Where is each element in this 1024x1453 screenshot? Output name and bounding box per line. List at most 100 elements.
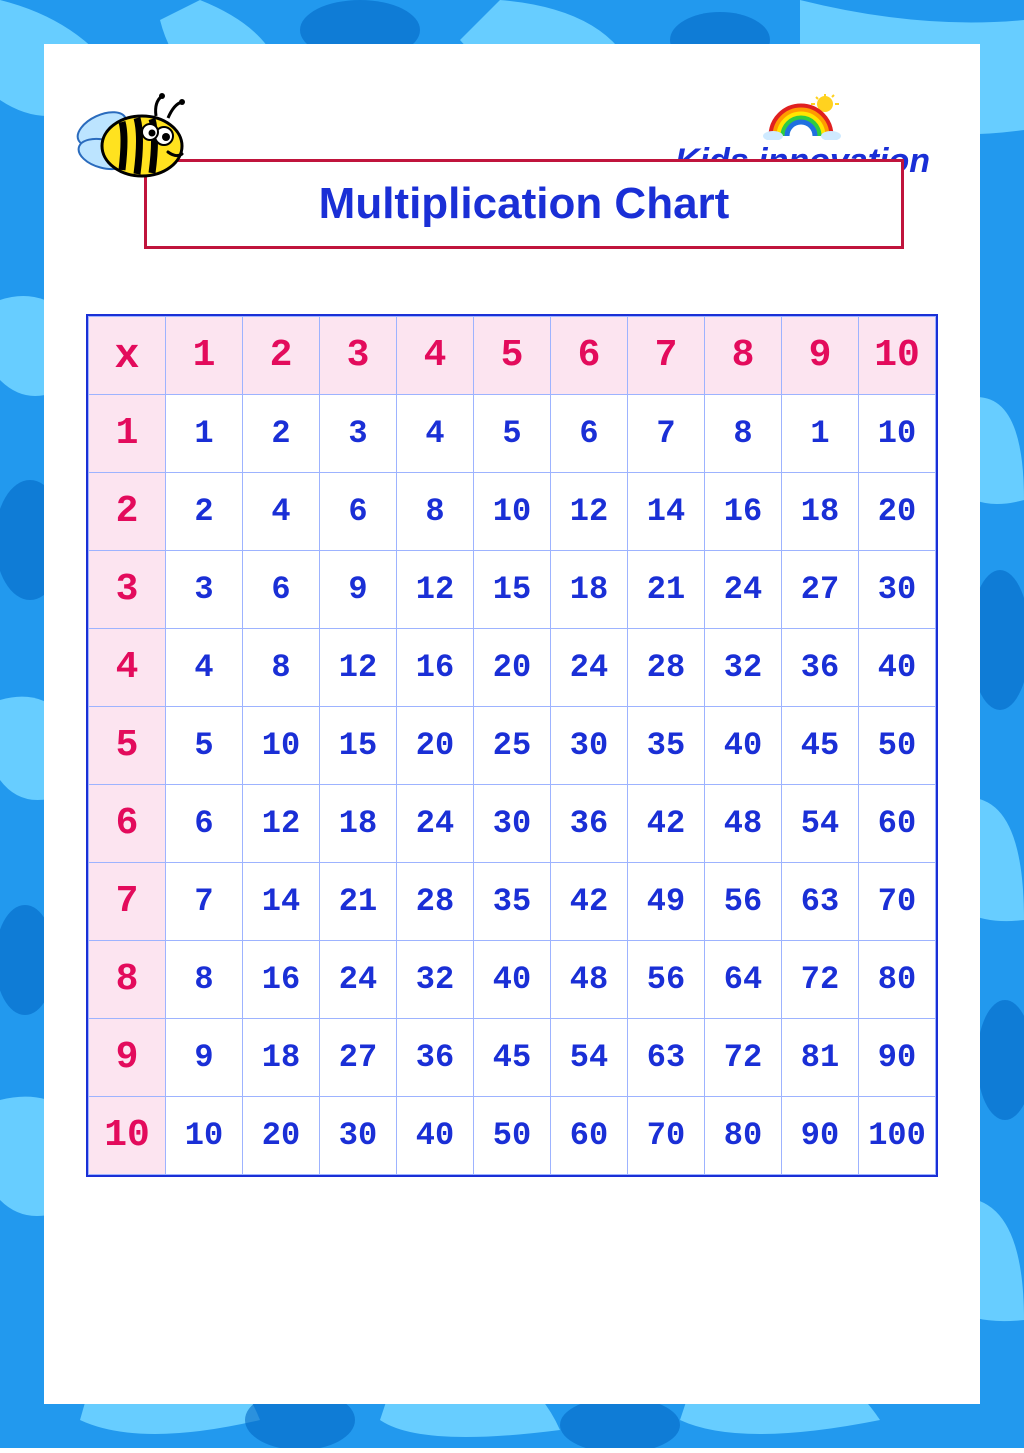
page-title: Multiplication Chart (319, 179, 730, 229)
table-cell: 6 (166, 785, 243, 863)
rainbow-icon (763, 94, 843, 140)
table-cell: 1 (166, 395, 243, 473)
table-cell: 63 (628, 1019, 705, 1097)
table-header-cell: 3 (89, 551, 166, 629)
table-header-cell: 6 (551, 317, 628, 395)
table-cell: 90 (859, 1019, 936, 1097)
table-row: 55101520253035404550 (89, 707, 936, 785)
table-header-cell: 7 (89, 863, 166, 941)
table-cell: 14 (628, 473, 705, 551)
table-cell: 63 (782, 863, 859, 941)
table-cell: 21 (628, 551, 705, 629)
table-cell: 21 (320, 863, 397, 941)
table-row: 10102030405060708090100 (89, 1097, 936, 1175)
table-cell: 20 (243, 1097, 320, 1175)
table-cell: 81 (782, 1019, 859, 1097)
table-row: 66121824303642485460 (89, 785, 936, 863)
table-cell: 30 (320, 1097, 397, 1175)
table-cell: 60 (859, 785, 936, 863)
table-cell: 54 (782, 785, 859, 863)
table-cell: 2 (166, 473, 243, 551)
table-cell: 10 (166, 1097, 243, 1175)
table-cell: 10 (859, 395, 936, 473)
table-header-cell: 1 (89, 395, 166, 473)
table-cell: 18 (782, 473, 859, 551)
table-header-cell: 4 (89, 629, 166, 707)
table-header-cell: 9 (89, 1019, 166, 1097)
table-header-cell: 1 (166, 317, 243, 395)
table-cell: 12 (551, 473, 628, 551)
table-cell: 4 (166, 629, 243, 707)
table-cell: 56 (628, 941, 705, 1019)
table-cell: 25 (474, 707, 551, 785)
table-cell: 32 (397, 941, 474, 1019)
table-cell: 36 (397, 1019, 474, 1097)
table-cell: 20 (859, 473, 936, 551)
table-cell: 2 (243, 395, 320, 473)
table-row: 4481216202428323640 (89, 629, 936, 707)
table-cell: 28 (628, 629, 705, 707)
table-cell: 20 (474, 629, 551, 707)
table-cell: 28 (397, 863, 474, 941)
title-box: Multiplication Chart (144, 159, 904, 249)
table-cell: 36 (782, 629, 859, 707)
table-cell: 80 (705, 1097, 782, 1175)
table-cell: 80 (859, 941, 936, 1019)
table-cell: 18 (243, 1019, 320, 1097)
multiplication-table: x123456789101123456781102246810121416182… (88, 316, 936, 1175)
table-cell: 16 (397, 629, 474, 707)
table-cell: 50 (859, 707, 936, 785)
table-cell: 9 (320, 551, 397, 629)
table-header-cell: 5 (89, 707, 166, 785)
table-cell: 8 (166, 941, 243, 1019)
table-cell: 56 (705, 863, 782, 941)
table-cell: 45 (782, 707, 859, 785)
table-cell: 30 (474, 785, 551, 863)
table-cell: 9 (166, 1019, 243, 1097)
table-cell: 24 (551, 629, 628, 707)
table-cell: 7 (166, 863, 243, 941)
table-cell: 3 (320, 395, 397, 473)
table-cell: 30 (859, 551, 936, 629)
page-card: Kids innovation Multiplication Chart x12… (44, 44, 980, 1404)
table-cell: 48 (705, 785, 782, 863)
table-cell: 10 (243, 707, 320, 785)
table-cell: 72 (705, 1019, 782, 1097)
table-cell: 8 (243, 629, 320, 707)
table-row: 336912151821242730 (89, 551, 936, 629)
table-header-cell: 6 (89, 785, 166, 863)
table-cell: 6 (320, 473, 397, 551)
table-cell: 40 (397, 1097, 474, 1175)
table-cell: 16 (705, 473, 782, 551)
table-cell: 54 (551, 1019, 628, 1097)
table-cell: 70 (628, 1097, 705, 1175)
table-header-cell: 5 (474, 317, 551, 395)
table-cell: 15 (474, 551, 551, 629)
table-cell: 18 (551, 551, 628, 629)
table-cell: 6 (243, 551, 320, 629)
table-cell: 42 (551, 863, 628, 941)
table-cell: 48 (551, 941, 628, 1019)
table-cell: 8 (397, 473, 474, 551)
table-cell: 40 (474, 941, 551, 1019)
bee-icon (64, 74, 194, 204)
table-cell: 1 (782, 395, 859, 473)
table-cell: 49 (628, 863, 705, 941)
table-cell: 24 (705, 551, 782, 629)
table-row: 99182736455463728190 (89, 1019, 936, 1097)
table-header-cell: 7 (628, 317, 705, 395)
table-header-cell: 3 (320, 317, 397, 395)
table-row: 112345678110 (89, 395, 936, 473)
table-header-cell: 8 (89, 941, 166, 1019)
table-cell: 64 (705, 941, 782, 1019)
table-row: 88162432404856647280 (89, 941, 936, 1019)
table-header-row: x12345678910 (89, 317, 936, 395)
table-cell: 5 (474, 395, 551, 473)
table-row: 77142128354249566370 (89, 863, 936, 941)
table-cell: 8 (705, 395, 782, 473)
table-cell: 35 (474, 863, 551, 941)
table-cell: 24 (397, 785, 474, 863)
table-cell: 6 (551, 395, 628, 473)
table-cell: 100 (859, 1097, 936, 1175)
table-cell: 70 (859, 863, 936, 941)
